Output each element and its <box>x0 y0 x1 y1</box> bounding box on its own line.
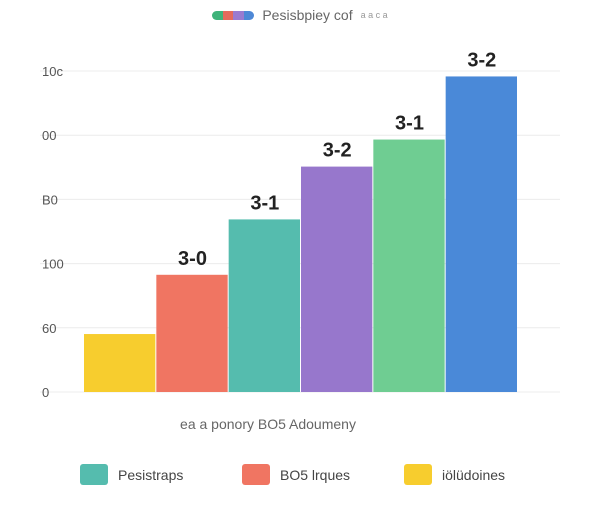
y-tick-label: 0 <box>42 385 49 400</box>
title-swatch-1 <box>212 10 223 20</box>
legend-label-3: iölüdoines <box>442 466 506 483</box>
title-swatch-3 <box>233 10 244 20</box>
legend-label-2: BO5 lrques <box>280 466 351 483</box>
bar-chart: 0 60 100 B0 00 10c 3-0 3-1 3-2 3-1 3-2 ea a ponory … <box>40 49 560 432</box>
y-tick-label: 00 <box>42 128 56 143</box>
bar-data-label: 3-0 <box>178 248 207 270</box>
chart-title-extra: a a c a <box>360 10 388 20</box>
bar-data-label: 3-2 <box>323 140 352 162</box>
legend-swatch-3 <box>404 464 432 485</box>
legend-swatch-1 <box>80 464 108 485</box>
y-tick-label: 100 <box>42 257 64 272</box>
bar-data-label: 3-1 <box>250 192 279 214</box>
bar-data-label: 3-1 <box>395 113 424 135</box>
title-swatch-2 <box>222 10 234 20</box>
y-tick-label: B0 <box>42 192 58 207</box>
bar <box>156 274 228 392</box>
title-swatch-4 <box>243 10 255 20</box>
legend-label-1: Pesistraps <box>118 466 184 483</box>
chart-title-row: Pesisbpiey cof a a c a <box>0 4 600 26</box>
legend-item-3: iölüdoines <box>404 464 505 485</box>
y-tick-label: 10c <box>42 64 63 79</box>
y-tick-label: 60 <box>42 321 56 336</box>
legend-item-2: BO5 lrques <box>242 464 350 485</box>
bar <box>373 139 445 392</box>
bar <box>445 76 517 392</box>
bar <box>301 166 373 392</box>
chart-legend: Pesistraps BO5 lrques iölüdoines <box>0 460 600 490</box>
title-legend-swatch <box>212 10 255 20</box>
legend-swatch-2 <box>242 464 270 485</box>
bar-data-label: 3-2 <box>467 49 496 71</box>
bar <box>228 219 300 392</box>
x-axis-label: ea a ponory BO5 Adoumeny <box>180 416 356 432</box>
legend-item-1: Pesistraps <box>80 464 183 485</box>
bar <box>84 334 156 392</box>
chart-title: Pesisbpiey cof <box>262 7 353 23</box>
